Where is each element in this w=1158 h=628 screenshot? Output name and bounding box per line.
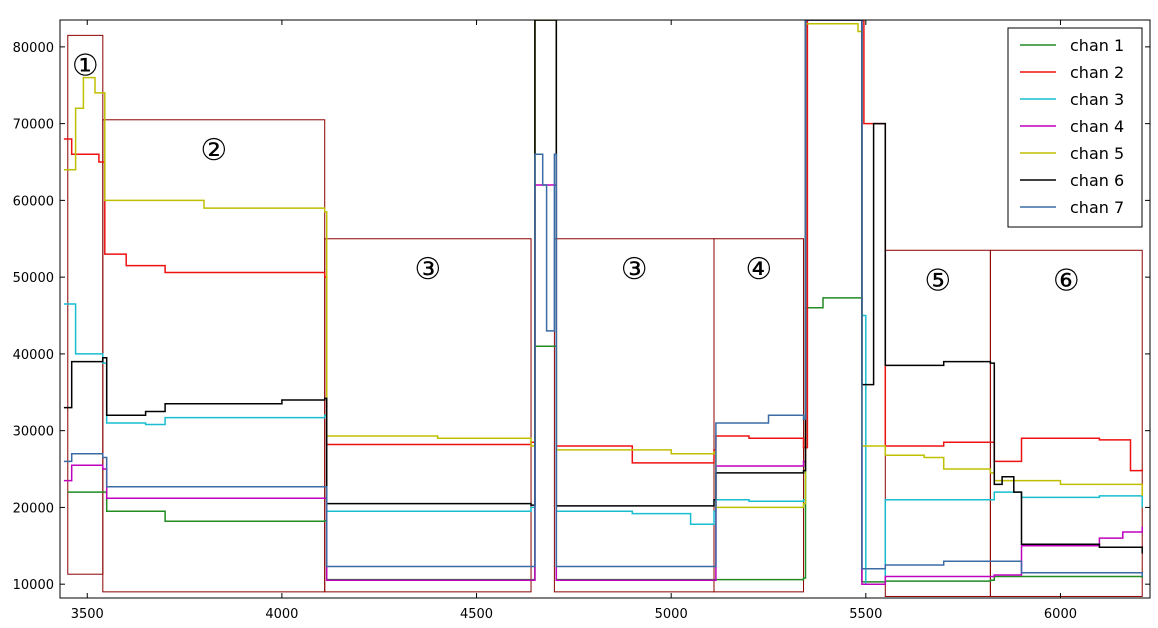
x-tick-label: 6000 (1044, 607, 1077, 622)
series-line-chan-2 (63, 20, 1143, 472)
y-tick-label: 30000 (13, 425, 54, 440)
region-box (67, 34, 104, 575)
y-tick-label: 10000 (13, 578, 54, 593)
x-tick-label: 5500 (849, 607, 882, 622)
region-label: ④ (745, 252, 772, 287)
plot-frame (59, 19, 1151, 599)
region-box (884, 249, 991, 597)
legend-label: chan 5 (1070, 144, 1124, 163)
y-tick-label: 20000 (13, 501, 54, 516)
series-line-chan-6 (63, 20, 1143, 554)
legend-label: chan 2 (1070, 63, 1124, 82)
region-label: ③ (621, 252, 648, 287)
legend-box (1007, 27, 1143, 228)
legend: chan 1 chan 2 chan 3 chan 4 chan 5 chan 6 chan… (1007, 27, 1143, 228)
x-tick-label: 3500 (71, 607, 104, 622)
y-tick-label: 80000 (13, 41, 54, 56)
legend-label: chan 6 (1070, 171, 1124, 190)
legend-label: chan 1 (1070, 36, 1124, 55)
axes: 3500 4000 4500 5000 5500 6000 10000 20000 30000 4… (13, 19, 1151, 622)
region-boxes: ①②③ ③ ④ ⑤ ⑥ (67, 34, 1143, 597)
series-line-chan-4 (63, 20, 1143, 585)
y-tick-label: 70000 (13, 118, 54, 133)
x-tick-label: 4000 (265, 607, 298, 622)
region-label: ⑤ (924, 263, 951, 298)
series-line-chan-7 (63, 20, 1143, 577)
region-box (989, 249, 1143, 597)
region-box (324, 238, 532, 593)
region-label: ⑥ (1053, 263, 1080, 298)
series-lines (63, 20, 1143, 585)
x-tick-label: 5000 (655, 607, 688, 622)
region-label: ③ (414, 252, 441, 287)
y-tick-label: 60000 (13, 194, 54, 209)
region-box (553, 238, 715, 593)
series-line-chan-1 (67, 297, 1143, 583)
y-tick-label: 50000 (13, 271, 54, 286)
region-label: ② (200, 133, 227, 168)
x-tick-label: 4500 (460, 607, 493, 622)
y-tick-label: 40000 (13, 348, 54, 363)
series-line-chan-3 (63, 20, 1143, 585)
legend-label: chan 3 (1070, 90, 1124, 109)
legend-label: chan 4 (1070, 117, 1124, 136)
legend-label: chan 7 (1070, 198, 1124, 217)
series-line-chan-5 (63, 20, 1143, 509)
